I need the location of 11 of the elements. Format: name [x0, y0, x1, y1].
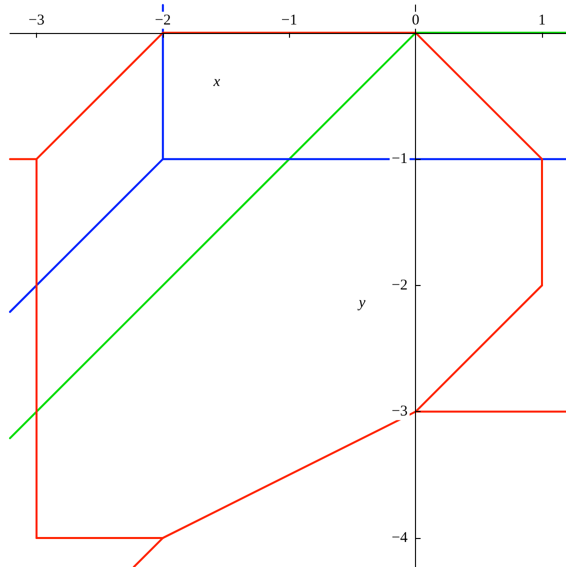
x-tick-label: −1	[281, 12, 298, 28]
y-tick-label: −2	[392, 277, 408, 294]
x-tick-label: −3	[28, 12, 45, 28]
x-tick-label: 0	[412, 12, 420, 28]
y-tick-label: −1	[392, 151, 408, 168]
y-tick-label: −4	[392, 530, 408, 546]
x-tick-label: −2	[154, 12, 171, 28]
x-axis-title: x	[212, 74, 220, 90]
y-axis-title: y	[356, 294, 366, 311]
y-tick-label: −3	[392, 404, 408, 420]
x-tick-label: 1	[538, 12, 546, 28]
